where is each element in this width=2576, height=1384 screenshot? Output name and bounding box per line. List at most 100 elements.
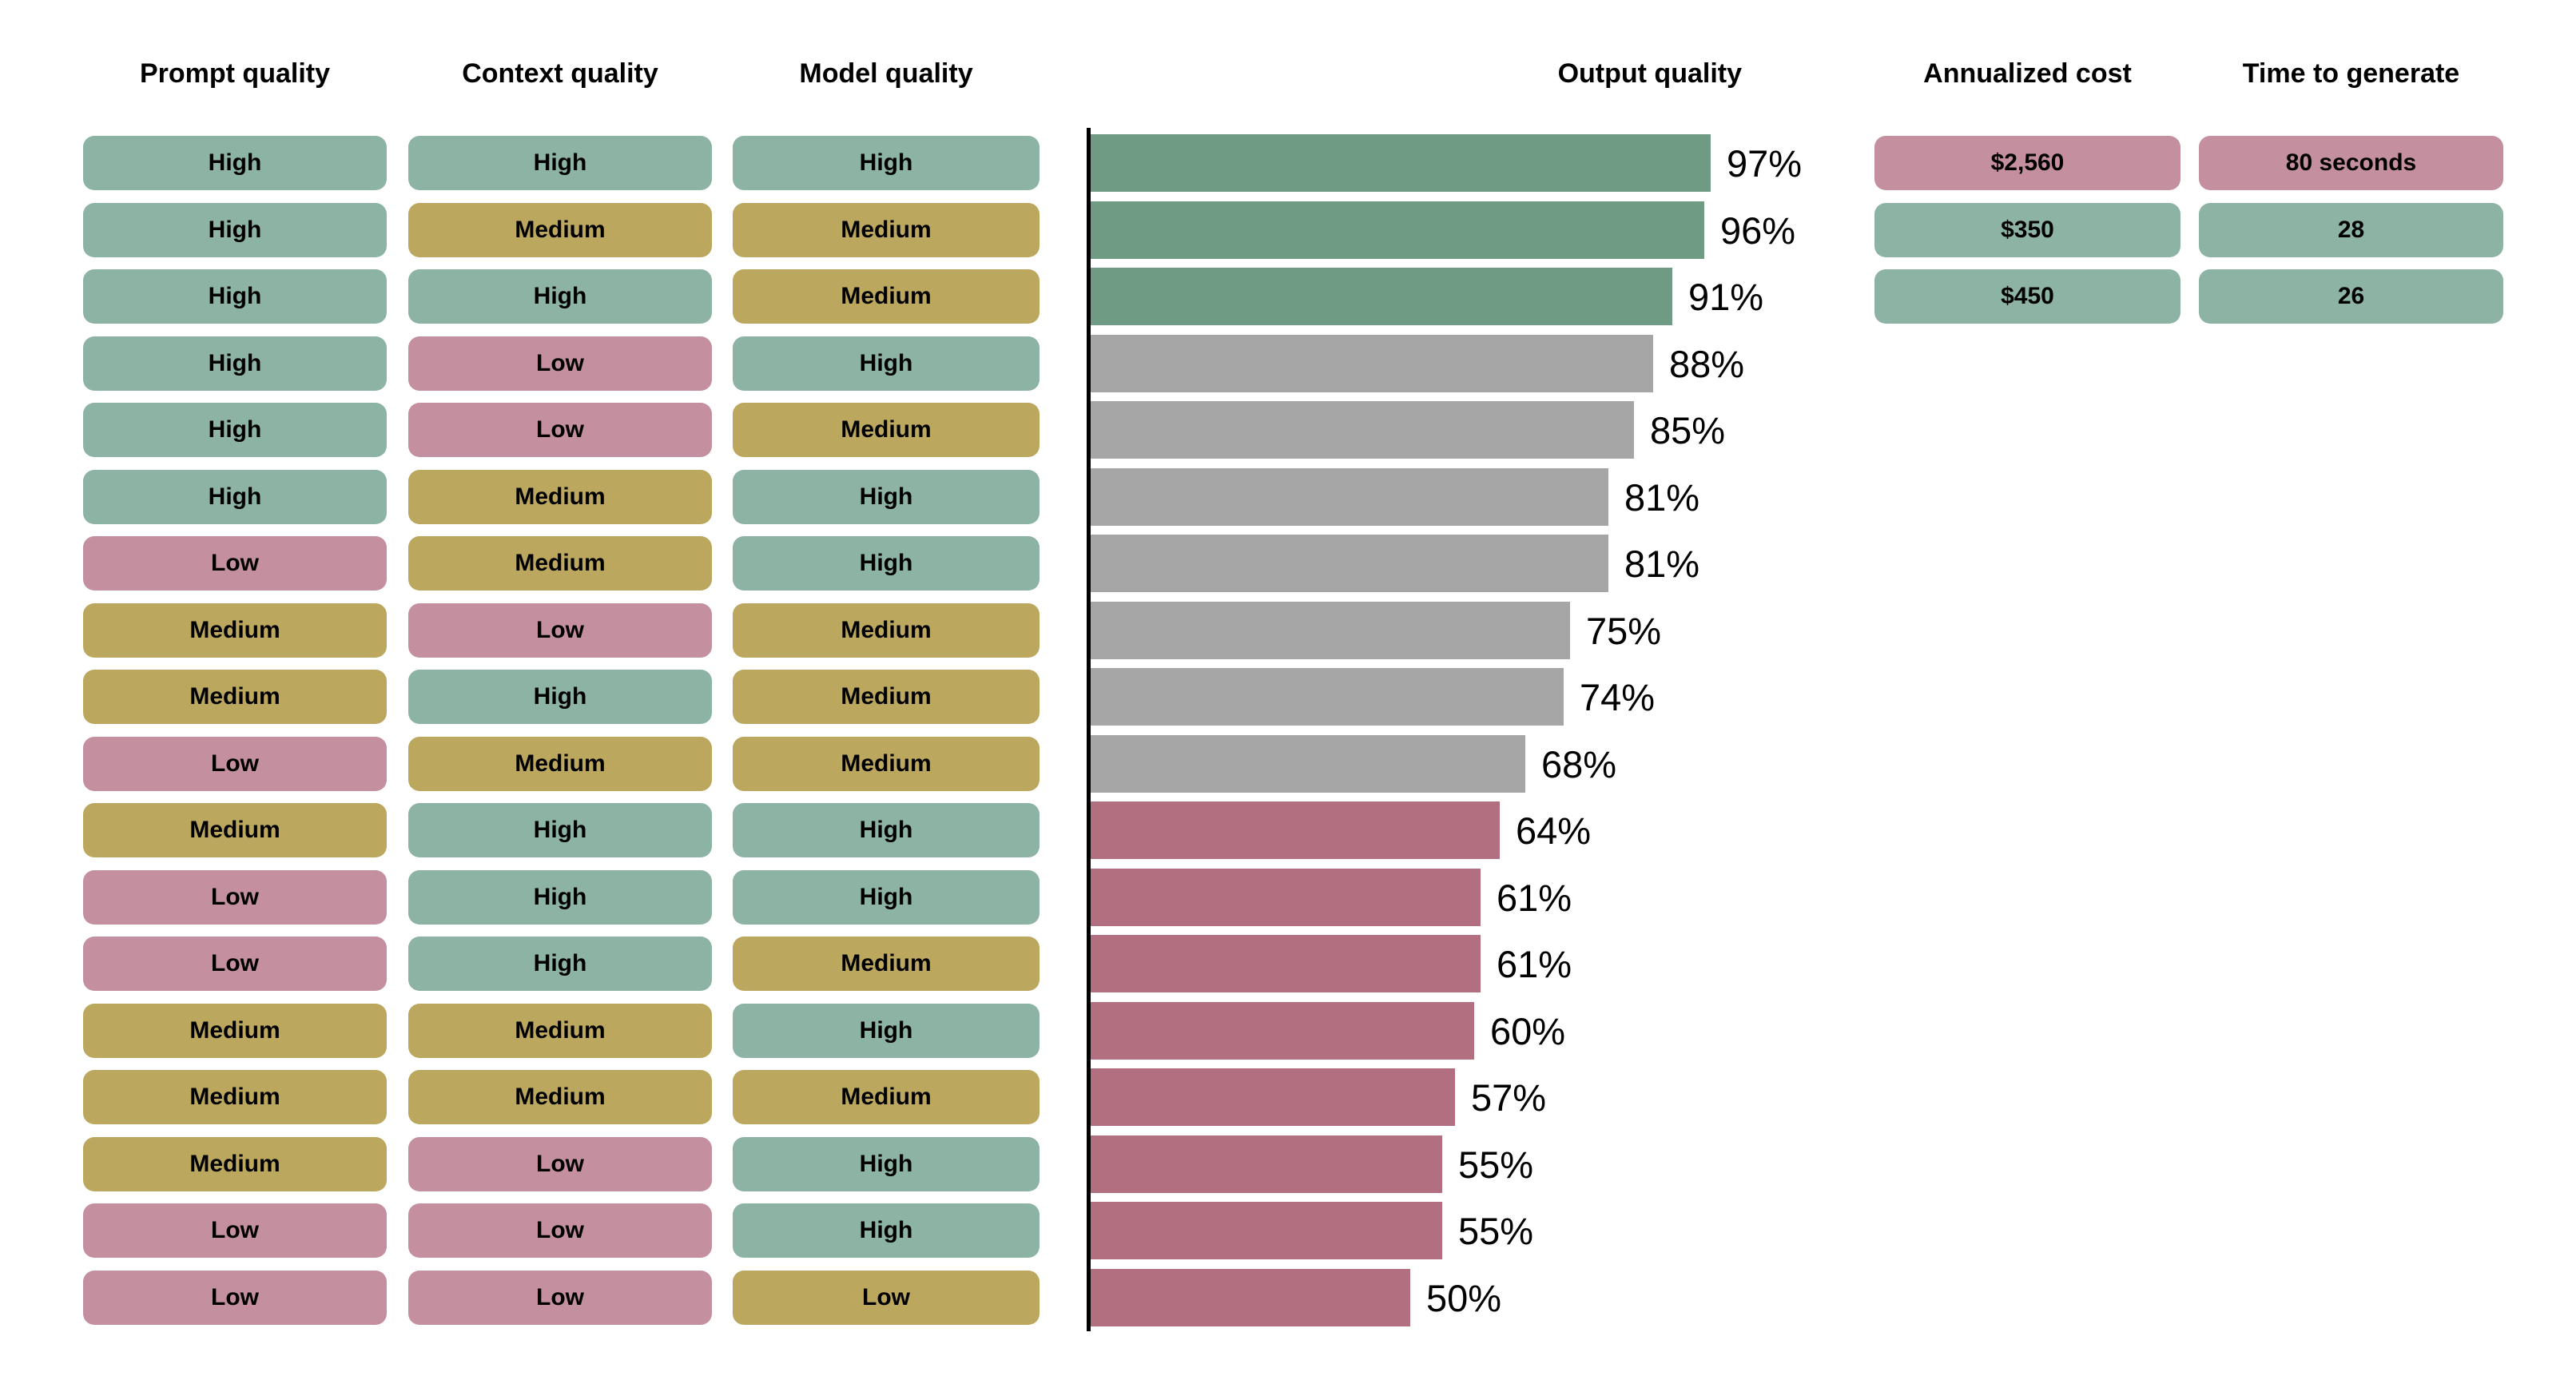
model-quality-chip: Medium [733, 737, 1040, 791]
prompt-quality-chip: Low [83, 737, 387, 791]
output-quality-value: 50% [1426, 1276, 1502, 1319]
time-to-generate-chip: 26 [2199, 269, 2503, 324]
model-quality-chip: High [733, 870, 1040, 925]
output-quality-bar [1091, 1135, 1442, 1193]
context-quality-chip: Medium [408, 203, 712, 257]
context-quality-chip: Medium [408, 470, 712, 524]
context-quality-chip: Medium [408, 1004, 712, 1058]
context-quality-chip: Low [408, 1137, 712, 1191]
prompt-quality-chip: Low [83, 937, 387, 991]
context-quality-header: Context quality [462, 58, 658, 89]
context-quality-chip: Low [408, 1271, 712, 1325]
model-quality-chip: High [733, 536, 1040, 591]
model-quality-chip: Medium [733, 670, 1040, 724]
output-quality-value: 57% [1471, 1076, 1547, 1119]
prompt-quality-chip: Medium [83, 1004, 387, 1058]
output-quality-value: 75% [1586, 609, 1662, 652]
output-quality-bar [1091, 935, 1481, 992]
prompt-quality-header: Prompt quality [139, 58, 331, 89]
output-quality-bar [1091, 1068, 1455, 1126]
output-quality-bar [1091, 602, 1570, 659]
model-quality-chip: High [733, 803, 1040, 857]
output-quality-value: 68% [1541, 742, 1617, 785]
model-quality-chip: Medium [733, 269, 1040, 324]
output-quality-value: 55% [1458, 1143, 1534, 1186]
model-quality-chip: High [733, 136, 1040, 190]
prompt-quality-chip: Medium [83, 670, 387, 724]
prompt-quality-chip: Medium [83, 603, 387, 658]
prompt-quality-chip: Low [83, 870, 387, 925]
time-to-generate-chip: 80 seconds [2199, 136, 2503, 190]
model-quality-chip: Medium [733, 937, 1040, 991]
model-quality-chip: High [733, 1004, 1040, 1058]
prompt-quality-chip: High [83, 403, 387, 457]
output-quality-value: 60% [1490, 1009, 1566, 1052]
output-quality-header: Output quality [1557, 58, 1742, 89]
context-quality-chip: High [408, 269, 712, 324]
context-quality-chip: High [408, 803, 712, 857]
output-quality-value: 61% [1497, 876, 1572, 919]
context-quality-chip: Low [408, 403, 712, 457]
output-quality-bar [1091, 268, 1672, 325]
output-quality-bar [1091, 401, 1634, 459]
output-quality-value: 91% [1688, 275, 1764, 318]
output-quality-bar [1091, 201, 1704, 259]
prompt-quality-chip: Medium [83, 803, 387, 857]
model-quality-chip: High [733, 1137, 1040, 1191]
output-quality-bar [1091, 801, 1500, 859]
model-quality-chip: Medium [733, 603, 1040, 658]
output-quality-bar [1091, 668, 1564, 726]
output-quality-value: 97% [1727, 141, 1803, 185]
model-quality-chip: High [733, 1203, 1040, 1258]
context-quality-chip: Low [408, 1203, 712, 1258]
prompt-quality-chip: Low [83, 1203, 387, 1258]
model-quality-header: Model quality [799, 58, 973, 89]
output-quality-value: 55% [1458, 1209, 1534, 1252]
output-quality-bar [1091, 1002, 1474, 1060]
output-quality-bar [1091, 1202, 1442, 1259]
time-to-generate-chip: 28 [2199, 203, 2503, 257]
annualized-cost-chip: $450 [1874, 269, 2180, 324]
prompt-quality-chip: Low [83, 1271, 387, 1325]
prompt-quality-chip: High [83, 336, 387, 391]
prompt-quality-chip: Medium [83, 1070, 387, 1124]
annualized-cost-chip: $350 [1874, 203, 2180, 257]
axis-line [1087, 128, 1091, 1331]
context-quality-chip: Medium [408, 1070, 712, 1124]
output-quality-value: 96% [1720, 209, 1796, 252]
context-quality-chip: Low [408, 336, 712, 391]
context-quality-chip: High [408, 670, 712, 724]
output-quality-value: 61% [1497, 942, 1572, 985]
output-quality-bar [1091, 468, 1608, 526]
prompt-quality-chip: High [83, 136, 387, 190]
context-quality-chip: High [408, 870, 712, 925]
output-quality-value: 88% [1669, 342, 1745, 385]
time-to-generate-header: Time to generate [2242, 58, 2460, 89]
prompt-quality-chip: High [83, 470, 387, 524]
prompt-quality-chip: Low [83, 536, 387, 591]
output-quality-bar [1091, 535, 1608, 592]
output-quality-bar [1091, 735, 1525, 793]
model-quality-chip: High [733, 336, 1040, 391]
model-quality-chip: Medium [733, 1070, 1040, 1124]
output-quality-bar [1091, 869, 1481, 926]
model-quality-chip: Medium [733, 203, 1040, 257]
output-quality-value: 64% [1516, 809, 1592, 852]
model-quality-chip: High [733, 470, 1040, 524]
output-quality-bar [1091, 335, 1653, 392]
context-quality-chip: Low [408, 603, 712, 658]
output-quality-value: 81% [1624, 542, 1700, 585]
prompt-quality-chip: High [83, 203, 387, 257]
output-quality-value: 85% [1650, 408, 1726, 451]
model-quality-chip: Medium [733, 403, 1040, 457]
output-quality-value: 81% [1624, 475, 1700, 519]
prompt-quality-chip: Medium [83, 1137, 387, 1191]
annualized-cost-header: Annualized cost [1923, 58, 2132, 89]
context-quality-chip: Medium [408, 536, 712, 591]
model-quality-chip: Low [733, 1271, 1040, 1325]
output-quality-value: 74% [1580, 675, 1656, 718]
output-quality-bar [1091, 134, 1711, 192]
annualized-cost-chip: $2,560 [1874, 136, 2180, 190]
output-quality-bar [1091, 1269, 1410, 1326]
